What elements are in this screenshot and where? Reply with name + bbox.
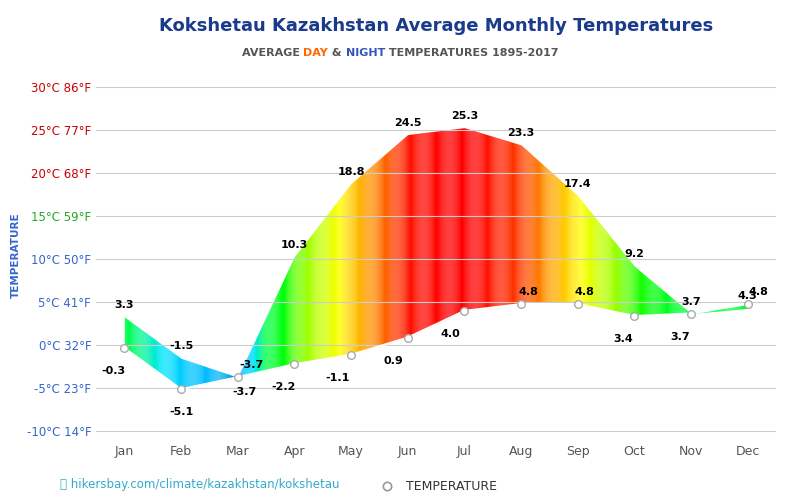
Text: -5.1: -5.1 [169, 408, 193, 418]
Text: 9.2: 9.2 [624, 249, 644, 259]
Text: 10.3: 10.3 [281, 240, 308, 250]
Text: -1.1: -1.1 [325, 373, 350, 383]
Text: &: & [328, 48, 346, 58]
Text: 3.7: 3.7 [681, 296, 701, 306]
Title: Kokshetau Kazakhstan Average Monthly Temperatures: Kokshetau Kazakhstan Average Monthly Tem… [159, 17, 713, 35]
Text: 4.3: 4.3 [738, 292, 758, 302]
Text: 4.8: 4.8 [749, 287, 769, 297]
Text: -0.3: -0.3 [101, 366, 126, 376]
Text: -3.7: -3.7 [233, 386, 257, 396]
Text: -3.7: -3.7 [239, 360, 264, 370]
Text: 4.0: 4.0 [441, 329, 460, 339]
Text: -2.2: -2.2 [271, 382, 295, 392]
Text: -1.5: -1.5 [169, 342, 193, 351]
Text: 23.3: 23.3 [507, 128, 534, 138]
Text: DAY: DAY [303, 48, 328, 58]
Text: 3.7: 3.7 [670, 332, 690, 342]
Text: NIGHT: NIGHT [346, 48, 385, 58]
Text: 25.3: 25.3 [450, 110, 478, 120]
Text: 3.3: 3.3 [114, 300, 134, 310]
Y-axis label: TEMPERATURE: TEMPERATURE [11, 212, 21, 298]
Text: 4.8: 4.8 [574, 287, 594, 297]
Text: TEMPERATURES 1895-2017: TEMPERATURES 1895-2017 [385, 48, 558, 58]
Text: 0.9: 0.9 [384, 356, 404, 366]
Text: ⭕ hikersbay.com/climate/kazakhstan/kokshetau: ⭕ hikersbay.com/climate/kazakhstan/koksh… [60, 478, 339, 491]
Text: 3.4: 3.4 [614, 334, 633, 344]
Legend: TEMPERATURE: TEMPERATURE [370, 476, 502, 498]
Text: 18.8: 18.8 [338, 166, 365, 176]
Text: 17.4: 17.4 [564, 178, 591, 188]
Text: 4.8: 4.8 [518, 287, 538, 297]
Text: AVERAGE: AVERAGE [242, 48, 303, 58]
Text: 24.5: 24.5 [394, 118, 422, 128]
